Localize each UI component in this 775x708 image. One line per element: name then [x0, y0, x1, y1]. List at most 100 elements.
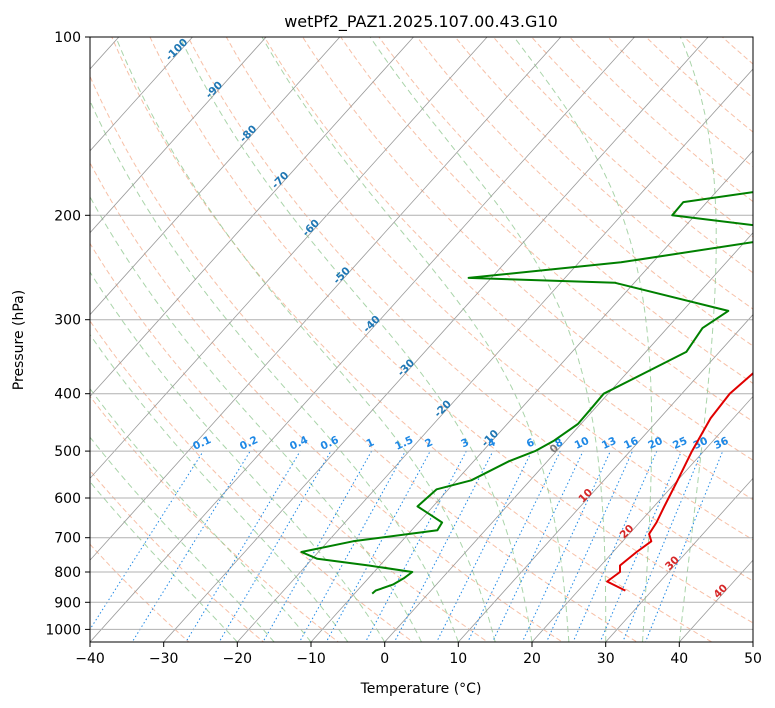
isotherm-label: 30	[663, 554, 682, 573]
mixing-ratio-label: 0.6	[319, 434, 341, 453]
isotherm-line	[752, 641, 753, 642]
mixing-ratio-line	[185, 450, 301, 642]
isotherm-line	[457, 314, 753, 642]
x-tick-label: 30	[597, 651, 615, 667]
mixing-ratio-label: 13	[600, 435, 618, 452]
mixing-ratio-line	[90, 450, 204, 631]
moist-adiabat	[261, 37, 570, 642]
isotherm-label: -40	[361, 313, 383, 335]
dry-adiabat	[263, 37, 753, 501]
isotherm-line	[90, 37, 636, 642]
mixing-ratio-label: 20	[646, 435, 664, 452]
mixing-ratio-line	[521, 450, 611, 642]
x-tick-label: 0	[380, 651, 389, 667]
dry-adiabat	[90, 395, 340, 642]
y-tick-label: 1000	[45, 622, 81, 638]
isotherm-label: 40	[711, 582, 730, 601]
moist-adiabat	[90, 333, 349, 642]
isotherm-label: -20	[432, 398, 454, 420]
isotherm-line	[0, 24, 57, 654]
mixing-ratio-line	[622, 450, 703, 642]
isotherm-line	[384, 232, 753, 642]
mixing-ratio-label: 8	[553, 436, 565, 450]
dry-adiabat	[90, 161, 564, 642]
moist-adiabat	[678, 37, 717, 642]
y-axis-ticks: 1000 900 800 700 600 500 400 300 200 100	[45, 30, 90, 638]
dry-adiabat	[721, 37, 753, 65]
mixing-ratio-line	[467, 450, 561, 642]
mixing-ratio-line	[545, 450, 633, 642]
isotherm-label: 20	[618, 522, 637, 541]
chart-title: wetPf2_PAZ1.2025.107.00.43.G10	[284, 12, 558, 32]
x-axis-label: Temperature (°C)	[360, 681, 482, 697]
x-tick-label: −20	[223, 651, 253, 667]
dry-adiabat	[149, 37, 753, 624]
moist-adiabat	[179, 37, 533, 642]
y-axis-label: Pressure (hPa)	[11, 290, 27, 390]
mixing-ratio-label: 0.4	[288, 434, 310, 453]
moist-adiabat	[90, 436, 275, 642]
dewpoint-profile-line	[300, 191, 753, 595]
temperature-profile-line	[606, 372, 753, 592]
x-tick-label: 50	[744, 651, 762, 667]
dry-adiabat	[340, 37, 753, 423]
pressure-grid	[90, 37, 753, 630]
x-tick-label: 20	[523, 651, 541, 667]
isotherm-line	[236, 68, 753, 642]
isotherm-line	[310, 150, 753, 642]
isotherm-line	[90, 37, 194, 152]
x-tick-label: −30	[149, 651, 179, 667]
x-axis-ticks: −40 −30 −20 −10 0 10 20 30 40 50	[75, 642, 762, 667]
dry-adiabat	[302, 37, 753, 461]
mixing-ratio-label: 2	[423, 436, 435, 450]
series-layer	[300, 191, 753, 595]
mixing-ratio-label: 30	[691, 435, 709, 452]
mixing-ratio-labels: 0.1 0.2 0.4 0.6 1 1.5 2 3 4 6 8 10 13 16 20 25 30 36	[191, 434, 731, 453]
y-tick-label: 800	[54, 565, 81, 581]
mixing-ratio-line	[599, 450, 682, 642]
dry-adiabat	[416, 37, 753, 347]
isotherm-line	[531, 395, 753, 642]
dry-adiabat	[111, 37, 713, 642]
mixing-ratio-label: 6	[525, 436, 537, 450]
isotherm-line	[90, 37, 415, 398]
x-tick-label: 40	[670, 651, 688, 667]
isotherm-line	[605, 477, 753, 642]
isotherm-line	[163, 37, 709, 642]
dry-adiabat	[187, 37, 753, 582]
x-tick-label: −40	[75, 651, 105, 667]
moist-adiabat	[90, 481, 238, 642]
x-tick-label: −10	[296, 651, 326, 667]
y-tick-label: 100	[54, 30, 81, 46]
isotherm-line	[678, 559, 753, 642]
dry-adiabat	[748, 26, 775, 654]
isotherm-line	[90, 37, 488, 479]
dry-adiabat	[492, 37, 753, 274]
dry-adiabat	[225, 37, 753, 541]
mixing-ratio-label: 1	[364, 436, 376, 450]
dry-adiabat	[454, 37, 753, 310]
mixing-ratio-label: 3	[459, 436, 471, 450]
x-tick-label: 10	[449, 651, 467, 667]
y-tick-label: 400	[54, 387, 81, 403]
mixing-ratio-line	[298, 450, 406, 642]
mixing-ratio-line	[364, 450, 467, 642]
mixing-ratio-label: 4	[486, 436, 498, 450]
mixing-ratio-line	[218, 450, 332, 642]
dry-adiabat	[378, 37, 753, 384]
y-tick-label: 900	[54, 595, 81, 611]
dry-adiabat	[530, 37, 753, 238]
mixing-ratio-line	[436, 450, 533, 642]
y-tick-label: 500	[54, 444, 81, 460]
moist-adiabat	[115, 37, 496, 642]
dry-adiabat	[607, 37, 753, 168]
mixing-ratio-label: 16	[622, 435, 640, 452]
mixing-ratio-label: 36	[712, 435, 730, 452]
mixing-ratio-label: 0.1	[191, 434, 213, 453]
moist-adiabat	[90, 387, 312, 642]
plot-frame	[89, 36, 754, 643]
moist-adiabat	[90, 195, 422, 642]
y-tick-label: 200	[54, 208, 81, 224]
y-tick-label: 300	[54, 313, 81, 329]
